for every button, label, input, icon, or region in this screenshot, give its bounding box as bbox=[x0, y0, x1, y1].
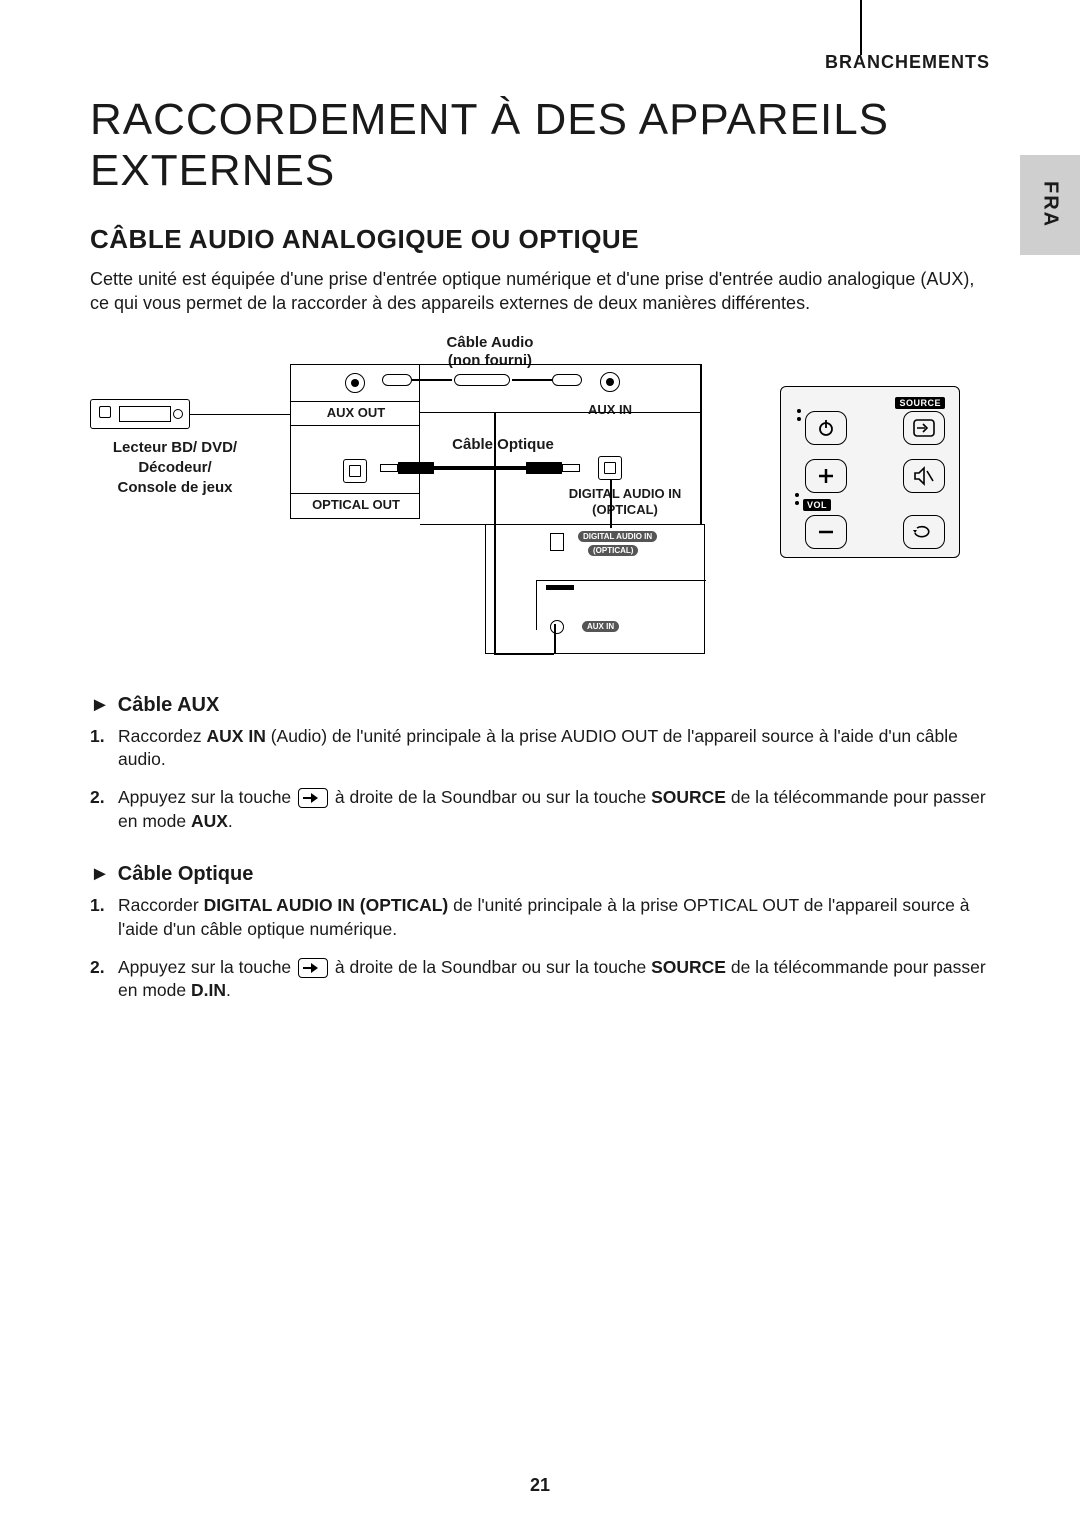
soundbar-rear-panel: DIGITAL AUDIO IN (OPTICAL) AUX IN bbox=[485, 524, 705, 654]
remote-vol-up-button[interactable] bbox=[805, 459, 847, 493]
optical-out-port bbox=[343, 459, 367, 483]
source-switch-icon bbox=[913, 419, 935, 437]
remote-source-button[interactable] bbox=[903, 411, 945, 445]
remote-vol-down-button[interactable] bbox=[805, 515, 847, 549]
source-device-label-2: Décodeur/ bbox=[85, 459, 265, 476]
aux-step-1: 1.Raccordez AUX IN (Audio) de l'unité pr… bbox=[90, 725, 990, 772]
page-subtitle: CÂBLE AUDIO ANALOGIQUE OU OPTIQUE bbox=[90, 224, 990, 255]
intro-paragraph: Cette unité est équipée d'une prise d'en… bbox=[90, 267, 990, 316]
digital-in-label-2: (OPTICAL) bbox=[550, 502, 700, 517]
language-tab-text: FRA bbox=[1039, 181, 1062, 228]
audio-cable-label-1: Câble Audio bbox=[400, 334, 580, 351]
page-title: RACCORDEMENT À DES APPAREILS EXTERNES bbox=[90, 95, 990, 196]
triangle-icon: ► bbox=[90, 694, 110, 717]
aux-in-label: AUX IN bbox=[570, 402, 650, 417]
source-button-icon bbox=[298, 788, 328, 808]
remote-vol-badge: VOL bbox=[803, 499, 831, 511]
plus-icon bbox=[816, 466, 836, 486]
source-device-label-3: Console de jeux bbox=[85, 479, 265, 496]
aux-in-jack bbox=[600, 372, 620, 392]
source-button-icon bbox=[298, 958, 328, 978]
optical-cable-label: Câble Optique bbox=[428, 436, 578, 453]
remote-panel: SOURCE VOL bbox=[780, 386, 960, 558]
optical-heading: ► Câble Optique bbox=[90, 863, 990, 886]
panel-digital-label-1: DIGITAL AUDIO IN bbox=[578, 531, 657, 542]
optical-heading-text: Câble Optique bbox=[118, 863, 254, 885]
header-rule bbox=[860, 0, 862, 55]
remote-power-button[interactable] bbox=[805, 411, 847, 445]
panel-aux-label: AUX IN bbox=[582, 621, 619, 632]
opt-step-2: 2.Appuyez sur la touche à droite de la S… bbox=[90, 956, 990, 1003]
panel-digital-label-2: (OPTICAL) bbox=[588, 545, 638, 556]
optical-cable-icon bbox=[380, 460, 580, 476]
aux-out-jack bbox=[345, 373, 365, 393]
remote-source-badge: SOURCE bbox=[895, 397, 945, 409]
repeat-icon bbox=[913, 522, 935, 542]
aux-out-label: AUX OUT bbox=[291, 405, 421, 420]
aux-step-2: 2.Appuyez sur la touche à droite de la S… bbox=[90, 786, 990, 833]
aux-cable-icon bbox=[382, 372, 582, 388]
aux-heading: ► Câble AUX bbox=[90, 694, 990, 717]
digital-in-port bbox=[598, 456, 622, 480]
connection-diagram: Câble Audio (non fourni) Lecteur BD/ DVD… bbox=[90, 334, 960, 664]
source-device-label-1: Lecteur BD/ DVD/ bbox=[85, 439, 265, 456]
remote-repeat-button[interactable] bbox=[903, 515, 945, 549]
aux-heading-text: Câble AUX bbox=[118, 694, 220, 716]
remote-mute-button[interactable] bbox=[903, 459, 945, 493]
source-device-icon bbox=[90, 399, 190, 429]
mute-icon bbox=[913, 466, 935, 486]
minus-icon bbox=[816, 522, 836, 542]
digital-in-label-1: DIGITAL AUDIO IN bbox=[550, 486, 700, 501]
optical-out-label: OPTICAL OUT bbox=[291, 497, 421, 512]
opt-step-1: 1.Raccorder DIGITAL AUDIO IN (OPTICAL) d… bbox=[90, 894, 990, 941]
section-label: BRANCHEMENTS bbox=[825, 52, 990, 73]
page-number: 21 bbox=[530, 1475, 550, 1496]
language-tab: FRA bbox=[1020, 155, 1080, 255]
power-icon bbox=[816, 418, 836, 438]
triangle-icon: ► bbox=[90, 863, 110, 886]
audio-cable-label-2: (non fourni) bbox=[400, 352, 580, 369]
